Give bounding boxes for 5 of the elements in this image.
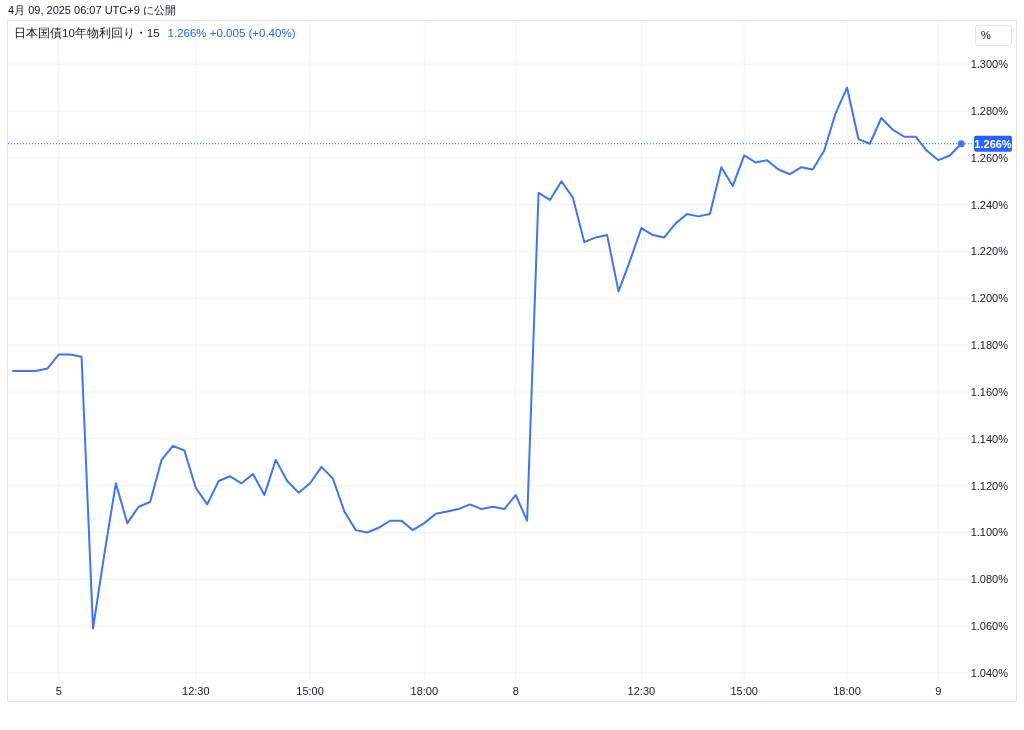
- ref-line-label: 1.266%: [974, 137, 1012, 150]
- annotation: %: [975, 25, 1012, 46]
- subtitle: 1.266% +0.005 (+0.40%): [167, 27, 296, 39]
- title: 日本国債10年物利回り・15: [14, 27, 160, 39]
- annotation: 4月 09, 2025 06:07 UTC+9 に公開: [8, 4, 176, 16]
